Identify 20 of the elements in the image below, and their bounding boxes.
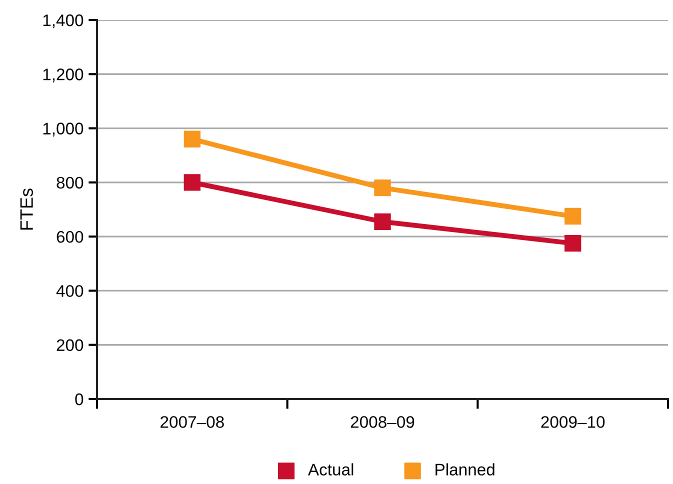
x-tick-label: 2009–10 — [541, 416, 605, 428]
y-tick-label: 0 — [75, 393, 84, 406]
x-tick-label: 2008–09 — [350, 416, 414, 428]
point — [564, 208, 582, 225]
point — [184, 130, 200, 148]
y-tick-label: 400 — [56, 285, 84, 297]
y-tick-label: 1,400 — [43, 14, 84, 28]
legend-label: Actual — [308, 463, 354, 476]
point — [374, 213, 391, 230]
y-tick-label: 1,000 — [43, 122, 84, 136]
y-tick-label: 800 — [56, 176, 84, 189]
point — [184, 174, 200, 191]
y-tick-label: 600 — [56, 230, 84, 243]
y-axis-title: FTEs — [20, 188, 33, 230]
y-tick-label: 200 — [56, 339, 84, 352]
x-tick-label: 2007–08 — [160, 416, 224, 428]
legend-label: Planned — [436, 463, 494, 476]
point — [564, 235, 582, 252]
point — [374, 180, 391, 196]
y-tick-label: 1,200 — [43, 68, 84, 82]
